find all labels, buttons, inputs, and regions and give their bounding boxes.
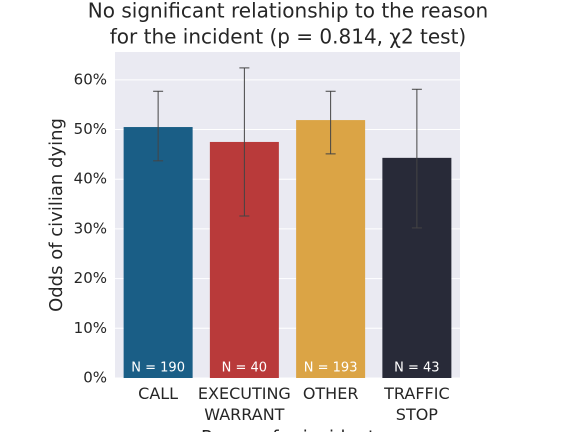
y-tick-label: 40%: [74, 170, 107, 188]
x-tick-label: CALL: [138, 384, 178, 403]
bar-annotation: N = 43: [394, 361, 439, 376]
y-tick-label: 60%: [74, 70, 107, 88]
chart-title: for the incident (p = 0.814, χ2 test): [110, 25, 466, 49]
x-axis-label: Reason for incident: [201, 427, 375, 432]
x-tick-label: OTHER: [303, 384, 359, 403]
x-tick-label-line: TRAFFIC: [383, 384, 449, 403]
bar-annotation: N = 193: [304, 361, 358, 376]
y-axis-label: Odds of civilian dying: [46, 118, 67, 312]
bar-annotation: N = 190: [131, 361, 185, 376]
x-tick-label-line: OTHER: [303, 384, 359, 403]
x-tick-label: EXECUTING WARRANT: [198, 384, 291, 424]
y-tick-label: 50%: [74, 120, 107, 138]
y-tick-label: 20%: [74, 269, 107, 287]
x-tick-label: TRAFFIC STOP: [383, 384, 449, 424]
y-tick-label: 30%: [74, 219, 107, 237]
bar: [123, 127, 193, 378]
bar: [296, 120, 366, 379]
y-tick-label: 10%: [74, 319, 107, 337]
x-tick-label-line: CALL: [138, 384, 178, 403]
bar-annotation: N = 40: [222, 361, 267, 376]
x-tick-label-line: STOP: [396, 405, 439, 424]
chart-title: No significant relationship to the reaso…: [88, 0, 488, 23]
x-tick-label-line: EXECUTING: [198, 384, 291, 403]
y-tick-label: 0%: [83, 369, 107, 387]
x-tick-label-line: WARRANT: [204, 405, 284, 424]
